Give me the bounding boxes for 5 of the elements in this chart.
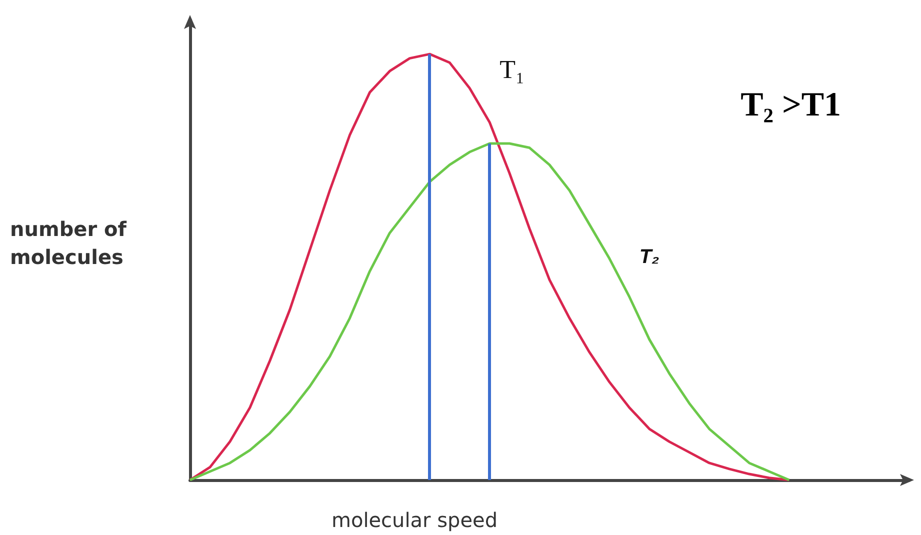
series-label: T₂ [639,246,660,268]
series-label: T₁ [500,55,525,84]
annotation: T₂ >T1 [740,86,842,124]
x-axis-title: molecular speed [331,508,498,532]
y-axis-title: number of molecules [10,217,134,269]
